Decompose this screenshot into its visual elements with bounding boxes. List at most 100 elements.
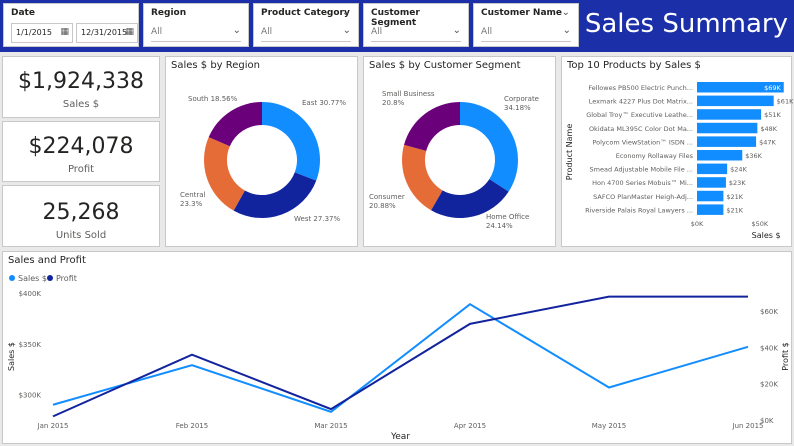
- donut-label-east: East 30.77%: [302, 99, 346, 107]
- sales-profit-chart-title: Sales and Profit: [8, 255, 86, 266]
- legend-marker-sales-: [9, 275, 15, 281]
- bar-y-axis-title: Product Name: [565, 124, 574, 181]
- region-donut-chart[interactable]: East 30.77% West 27.37% Central 23.3% South …: [166, 57, 359, 248]
- segment-donut-card[interactable]: Sales $ by Customer Segment Corporate 34.…: [363, 56, 556, 247]
- bar-value-label: $36K: [745, 152, 762, 160]
- donut-label-small-business: Small Business 20.8%: [382, 90, 435, 107]
- y2-axis-tick-label: $60K: [760, 308, 778, 316]
- bar-category-label: Okidata ML395C Color Dot Ma...: [589, 125, 693, 133]
- bar-mark: [697, 204, 724, 215]
- bar-mark: [697, 163, 728, 175]
- bar-category-label: Riverside Palais Royal Lawyers ...: [585, 206, 693, 214]
- sales-profit-line-chart[interactable]: Sales $ Profit $300K $350K $400K $0K $20K $40K $…: [3, 252, 793, 445]
- y-axis-tick-label: $300K: [19, 392, 42, 400]
- product-category-slicer: Product Category ⌄ All ⌄: [253, 3, 359, 47]
- x-axis-tick-label: Feb 2015: [176, 422, 208, 430]
- product-category-slicer-title: Product Category: [261, 8, 350, 18]
- donut-label-central: Central 23.3%: [180, 191, 206, 208]
- calendar-icon[interactable]: ▦: [60, 27, 69, 37]
- bar-mark: [697, 190, 724, 202]
- date-slicer: Date 1/1/2015 ▦ 12/31/2015 ▦: [3, 3, 139, 47]
- y2-axis-tick-label: $0K: [760, 417, 774, 425]
- customer-segment-slicer-title: Customer Segment: [371, 8, 420, 28]
- date-slicer-title: Date: [11, 8, 35, 18]
- x-axis-tick-label: Jun 2015: [732, 422, 764, 430]
- units-kpi-card[interactable]: 25,268 Units Sold: [2, 185, 160, 247]
- donut-slice-small-business: [404, 102, 460, 151]
- bar-value-label: $51K: [764, 111, 781, 119]
- x-axis-tick-label: May 2015: [592, 422, 627, 430]
- top-products-chart-title: Top 10 Products by Sales $: [567, 60, 701, 71]
- sales-kpi-value: $1,924,338: [18, 69, 144, 94]
- donut-label-corporate: Corporate 34.18%: [504, 95, 539, 112]
- donut-slice-central: [204, 137, 245, 211]
- chevron-down-icon[interactable]: ⌄: [341, 7, 350, 18]
- customer-segment-dropdown-value: All: [371, 27, 383, 37]
- segment-chart-title: Sales $ by Customer Segment: [369, 60, 521, 71]
- page-title: Sales Summary: [584, 9, 788, 39]
- line-series-sales-: [52, 302, 749, 413]
- calendar-icon[interactable]: ▦: [125, 27, 134, 37]
- customer-segment-slicer: Customer Segment All ⌄: [363, 3, 469, 47]
- region-dropdown[interactable]: All ⌄: [151, 24, 241, 42]
- region-dropdown-value: All: [151, 27, 163, 37]
- bar-category-label: Economy Rollaway Files: [616, 152, 694, 160]
- region-slicer-title: Region: [151, 8, 187, 18]
- bar-x-tick-label: $50K: [752, 220, 769, 228]
- top-products-card[interactable]: Top 10 Products by Sales $ Fellowes PB50…: [561, 56, 793, 248]
- bar-value-label: $21K: [726, 193, 743, 201]
- profit-kpi-label: Profit: [67, 164, 95, 175]
- line-series-profit: [52, 295, 748, 418]
- chevron-down-icon[interactable]: ⌄: [561, 7, 570, 18]
- donut-label-home-office: Home Office 24.14%: [486, 213, 529, 230]
- bar-value-label: $61K: [777, 98, 793, 106]
- customer-name-slicer-title: Customer Name: [481, 8, 562, 18]
- region-donut-card[interactable]: Sales $ by Region East 30.77% West 27.37%…: [165, 56, 358, 247]
- donut-label-south: South 18.56%: [188, 95, 238, 103]
- profit-kpi-card[interactable]: $224,078 Profit: [2, 121, 160, 182]
- bar-category-label: Global Troy™ Executive Leathe...: [586, 111, 693, 119]
- chevron-down-icon: ⌄: [232, 25, 241, 36]
- y2-axis-tick-label: $40K: [760, 344, 778, 352]
- chevron-down-icon: ⌄: [562, 25, 571, 36]
- units-kpi-value: 25,268: [42, 200, 120, 225]
- end-date-input[interactable]: 12/31/2015 ▦: [76, 23, 138, 43]
- bar-category-label: Lexmark 4227 Plus Dot Matrix...: [589, 98, 693, 106]
- bar-x-tick-label: $0K: [691, 220, 704, 228]
- sales-kpi-card[interactable]: $1,924,338 Sales $: [2, 56, 160, 118]
- bar-value-label: $69K: [764, 84, 781, 92]
- x-axis-title: Year: [390, 432, 410, 442]
- legend-marker-profit: [47, 275, 53, 281]
- customer-segment-dropdown[interactable]: All ⌄: [371, 24, 461, 42]
- bar-value-label: $48K: [760, 125, 777, 133]
- customer-name-dropdown[interactable]: All ⌄: [481, 24, 571, 42]
- bar-mark: [697, 122, 758, 134]
- product-category-dropdown[interactable]: All ⌄: [261, 24, 351, 42]
- bar-mark: [697, 177, 726, 188]
- bar-value-label: $21K: [726, 206, 743, 214]
- donut-label-consumer: Consumer 20.88%: [369, 193, 405, 210]
- customer-name-slicer: Customer Name ⌄ All ⌄: [473, 3, 579, 47]
- start-date-value: 1/1/2015: [16, 28, 52, 37]
- donut-slice-south: [208, 102, 262, 147]
- end-date-value: 12/31/2015: [81, 28, 128, 37]
- segment-donut-chart[interactable]: Corporate 34.18% Home Office 24.14% Consumer…: [364, 57, 557, 248]
- chevron-down-icon: ⌄: [452, 25, 461, 36]
- product-category-dropdown-value: All: [261, 27, 273, 37]
- legend-label-sales-: Sales $: [18, 274, 47, 283]
- bar-value-label: $23K: [729, 179, 746, 187]
- sales-profit-card[interactable]: Sales and Profit Sales $ Profit $300K $350K…: [2, 251, 792, 444]
- start-date-input[interactable]: 1/1/2015 ▦: [11, 23, 73, 43]
- donut-slice-west: [233, 172, 317, 218]
- bar-value-label: $24K: [730, 166, 747, 174]
- top-products-bar-chart[interactable]: Fellowes PB500 Electric Punch... $69K Lexm…: [562, 57, 793, 248]
- bar-category-label: Smead Adjustable Mobile File ...: [590, 166, 693, 174]
- donut-slice-east: [262, 102, 320, 181]
- sales-kpi-label: Sales $: [62, 99, 100, 110]
- bar-category-label: SAFCO PlanMaster Heigh-Adj...: [593, 193, 693, 201]
- y-axis-tick-label: $350K: [19, 341, 42, 349]
- bar-category-label: Polycom ViewStation™ ISDN ...: [592, 138, 693, 146]
- x-axis-tick-label: Mar 2015: [314, 422, 347, 430]
- x-axis-tick-label: Apr 2015: [454, 422, 486, 430]
- bar-category-label: Fellowes PB500 Electric Punch...: [588, 84, 693, 92]
